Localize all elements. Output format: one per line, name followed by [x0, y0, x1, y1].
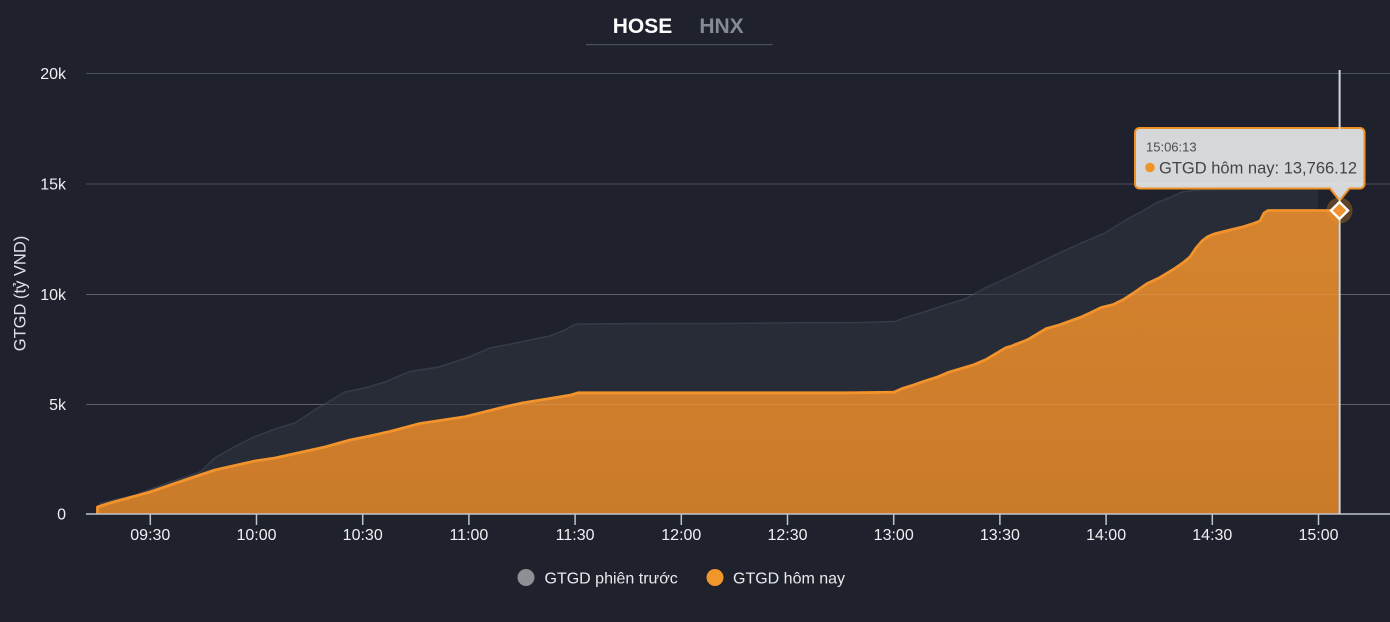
- svg-text:13:00: 13:00: [874, 527, 914, 544]
- svg-text:GTGD phiên trước: GTGD phiên trước: [545, 571, 678, 588]
- svg-text:10:00: 10:00: [236, 527, 276, 544]
- svg-text:09:30: 09:30: [130, 527, 170, 544]
- svg-text:10:30: 10:30: [343, 527, 383, 544]
- svg-text:HNX: HNX: [699, 15, 743, 38]
- svg-text:15:06:13: 15:06:13: [1146, 140, 1197, 155]
- svg-text:20k: 20k: [40, 66, 67, 83]
- svg-text:15:00: 15:00: [1298, 527, 1338, 544]
- svg-text:11:30: 11:30: [556, 527, 595, 544]
- svg-text:12:30: 12:30: [767, 527, 807, 544]
- svg-text:GTGD hôm nay: 13,766.12: GTGD hôm nay: 13,766.12: [1159, 160, 1357, 178]
- svg-text:5k: 5k: [49, 397, 67, 414]
- svg-text:15k: 15k: [40, 177, 67, 194]
- svg-text:GTGD hôm nay: GTGD hôm nay: [733, 571, 845, 588]
- svg-text:10k: 10k: [40, 287, 67, 304]
- svg-text:14:00: 14:00: [1086, 527, 1126, 544]
- svg-text:14:30: 14:30: [1192, 527, 1232, 544]
- svg-text:11:00: 11:00: [449, 527, 488, 544]
- svg-text:HOSE: HOSE: [613, 15, 673, 38]
- svg-text:13:30: 13:30: [980, 527, 1020, 544]
- svg-text:GTGD (tỷ VND): GTGD (tỷ VND): [12, 236, 30, 352]
- svg-text:12:00: 12:00: [661, 527, 701, 544]
- svg-text:0: 0: [57, 507, 66, 524]
